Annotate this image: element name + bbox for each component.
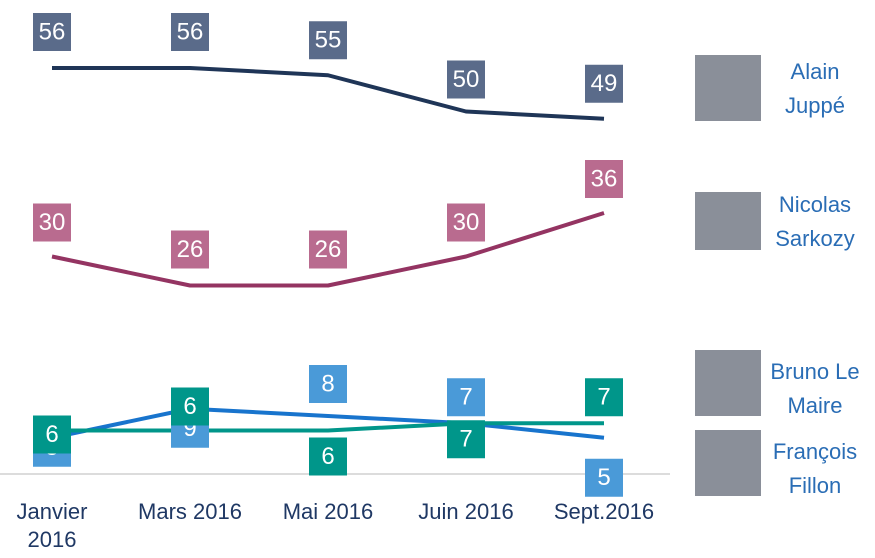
value-label-box xyxy=(585,378,623,417)
series-line xyxy=(51,211,605,288)
value-label: 56 xyxy=(39,18,66,45)
value-label: 56 xyxy=(177,18,204,45)
value-label-box xyxy=(309,21,347,60)
value-label: 50 xyxy=(453,66,480,93)
value-label-box xyxy=(33,415,71,454)
legend-label: Bruno Le Maire xyxy=(770,359,860,418)
value-label-box xyxy=(171,13,209,51)
value-label-box xyxy=(585,160,623,198)
value-label-box xyxy=(309,437,347,476)
value-label-box xyxy=(33,13,71,51)
value-label: 55 xyxy=(315,27,342,54)
value-label: 7 xyxy=(597,384,610,411)
value-label-box xyxy=(447,60,485,99)
value-label: 7 xyxy=(459,426,472,453)
x-tick-label: Juin 2016 xyxy=(418,499,514,524)
value-label: 5 xyxy=(597,464,610,491)
value-label: 26 xyxy=(315,236,342,263)
value-label-box xyxy=(171,387,209,426)
value-label-box xyxy=(171,230,209,269)
legend-label: Nicolas Sarkozy xyxy=(775,192,855,251)
x-tick-label: Mai 2016 xyxy=(282,499,374,524)
value-label: 6 xyxy=(45,421,58,448)
value-label: 36 xyxy=(591,165,618,192)
value-label-box xyxy=(33,203,71,242)
value-label-box xyxy=(447,420,485,459)
value-label-box xyxy=(585,64,623,103)
value-label: 26 xyxy=(177,236,204,263)
series-line xyxy=(52,421,604,433)
value-label: 30 xyxy=(453,209,480,236)
series-line xyxy=(51,406,605,440)
value-label: 7 xyxy=(459,384,472,411)
legend-label: Alain Juppé xyxy=(785,59,845,118)
photo xyxy=(695,192,761,250)
x-tick-label: Mars 2016 xyxy=(138,499,242,524)
photo xyxy=(695,350,761,416)
x-tick-label: Sept.2016 xyxy=(553,499,655,524)
value-label-box xyxy=(447,203,485,242)
x-tick-label: Janvier 2016 xyxy=(16,499,88,552)
value-label: 6 xyxy=(321,443,334,470)
value-label: 30 xyxy=(39,209,66,236)
value-label-box xyxy=(447,378,485,417)
value-label: 8 xyxy=(321,370,334,397)
value-label-box xyxy=(309,230,347,269)
legend-label: François Fillon xyxy=(772,439,858,498)
value-label: 6 xyxy=(183,393,196,420)
value-label-box xyxy=(309,365,347,403)
photo xyxy=(695,430,761,496)
photo xyxy=(695,55,761,121)
value-label-box xyxy=(585,458,623,497)
value-label: 49 xyxy=(591,70,618,97)
series-line xyxy=(52,66,605,121)
